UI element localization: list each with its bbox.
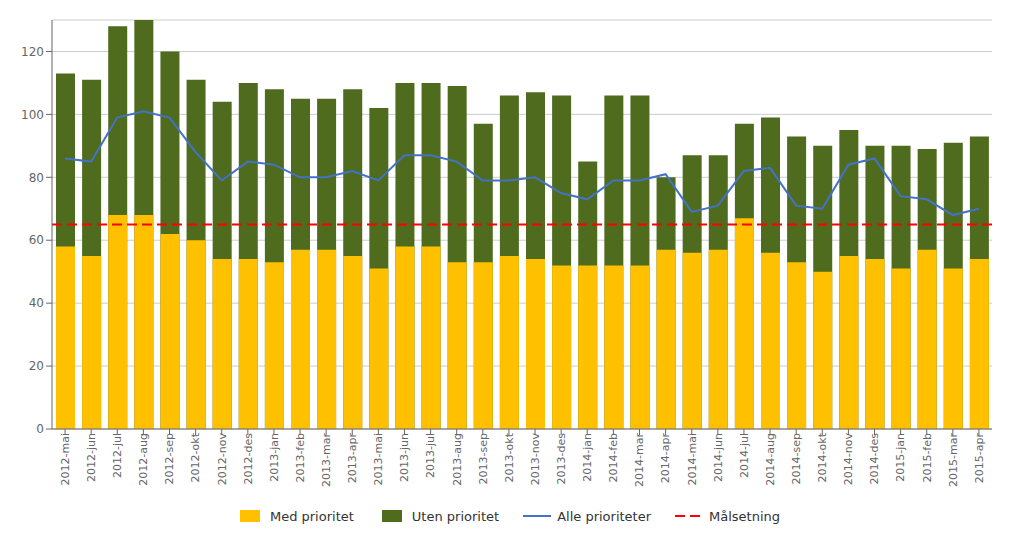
html-text:Med prioritet: Med prioritet: [269, 508, 354, 524]
html-text:Alle prioriteter: Alle prioriteter: [557, 508, 651, 524]
svg-text:2014-jul: 2014-jul: [738, 433, 751, 478]
svg-text:2012-okt: 2012-okt: [189, 432, 202, 482]
svg-text:2015-jan: 2015-jan: [894, 433, 907, 482]
svg-text:2014-okt: 2014-okt: [816, 432, 829, 482]
svg-text:2012-aug: 2012-aug: [137, 433, 150, 486]
svg-text:40: 40: [29, 296, 44, 310]
svg-text:2014-sep: 2014-sep: [790, 433, 803, 484]
svg-text:80: 80: [29, 171, 44, 185]
svg-text:2014-nov: 2014-nov: [842, 433, 855, 486]
svg-text:2014-apr: 2014-apr: [659, 433, 672, 484]
svg-text:2012-des: 2012-des: [242, 433, 255, 485]
svg-text:2012-nov: 2012-nov: [216, 433, 229, 486]
svg-text:2013-mar: 2013-mar: [320, 433, 333, 487]
svg-text:2015-feb: 2015-feb: [921, 433, 934, 483]
svg-text:2013-jul: 2013-jul: [424, 433, 437, 478]
html-text:Uten prioritet: Uten prioritet: [411, 508, 500, 524]
svg-text:2013-apr: 2013-apr: [346, 433, 359, 484]
svg-text:2014-feb: 2014-feb: [607, 433, 620, 483]
svg-text:2012-sep: 2012-sep: [163, 433, 176, 484]
svg-text:0: 0: [36, 422, 44, 436]
svg-text:2012-jun: 2012-jun: [85, 433, 98, 482]
svg-text:2014-aug: 2014-aug: [764, 433, 777, 486]
svg-text:2013-sep: 2013-sep: [477, 433, 490, 484]
svg-text:2013-okt: 2013-okt: [503, 432, 516, 482]
svg-text:60: 60: [29, 233, 44, 247]
svg-text:2015-mar: 2015-mar: [947, 433, 960, 487]
svg-text:100: 100: [21, 108, 44, 122]
svg-text:2014-jun: 2014-jun: [712, 433, 725, 482]
svg-text:2014-jan: 2014-jan: [581, 433, 594, 482]
svg-text:2013-nov: 2013-nov: [529, 433, 542, 486]
svg-text:2014-des: 2014-des: [868, 433, 881, 485]
html-text:Målsetning: Målsetning: [709, 508, 781, 524]
svg-text:2013-feb: 2013-feb: [294, 433, 307, 483]
svg-text:2015-apr: 2015-apr: [973, 433, 986, 484]
svg-text:2013-aug: 2013-aug: [451, 433, 464, 486]
svg-text:2013-jun: 2013-jun: [398, 433, 411, 482]
svg-text:20: 20: [29, 359, 44, 373]
svg-text:2012-mai: 2012-mai: [59, 433, 72, 485]
svg-text:2013-des: 2013-des: [555, 433, 568, 485]
svg-text:2014-mai: 2014-mai: [686, 433, 699, 485]
svg-text:120: 120: [21, 45, 44, 59]
svg-text:2012-jul: 2012-jul: [111, 433, 124, 478]
svg-text:2014-mar: 2014-mar: [633, 433, 646, 487]
svg-text:2013-mai: 2013-mai: [372, 433, 385, 485]
svg-text:2013-jan: 2013-jan: [268, 433, 281, 482]
